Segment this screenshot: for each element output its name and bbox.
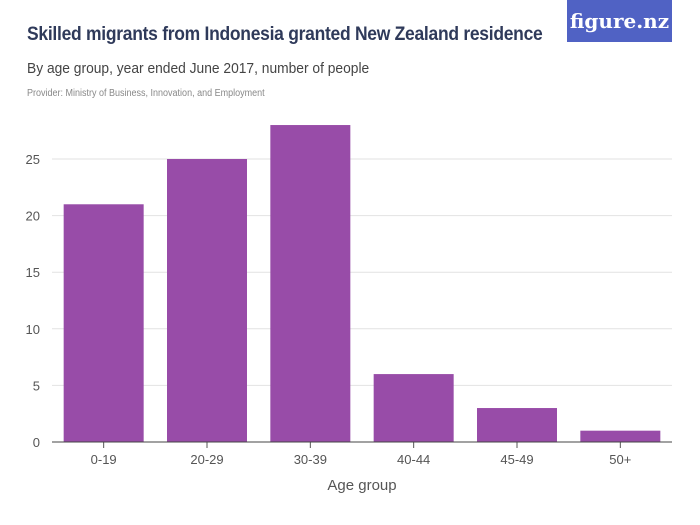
- x-axis-label: Age group: [327, 477, 396, 494]
- bar-30-39[interactable]: [270, 125, 351, 442]
- bar-40-44[interactable]: [373, 374, 454, 442]
- x-tick-label: 30-39: [294, 452, 327, 467]
- x-tick-label: 0-19: [91, 452, 117, 467]
- chart-subtitle: By age group, year ended June 2017, numb…: [27, 60, 370, 77]
- y-tick-label: 0: [33, 435, 40, 450]
- x-tick-label: 20-29: [190, 452, 223, 467]
- bar-20-29[interactable]: [167, 159, 247, 442]
- y-tick-label: 5: [33, 378, 40, 393]
- x-tick-label: 45-49: [500, 452, 533, 467]
- x-tick-label: 50+: [609, 452, 631, 467]
- y-tick-label: 20: [26, 209, 40, 224]
- y-tick-label: 15: [26, 265, 40, 280]
- chart-title: Skilled migrants from Indonesia granted …: [27, 24, 543, 45]
- provider-text: Provider: Ministry of Business, Innovati…: [27, 88, 265, 99]
- x-tick-label: 40-44: [397, 452, 430, 467]
- y-tick-label: 25: [26, 152, 40, 167]
- bar-0-19[interactable]: [63, 204, 144, 442]
- y-tick-label: 10: [26, 322, 40, 337]
- figure-nz-logo[interactable]: figure.nz: [567, 0, 672, 42]
- bar-50+[interactable]: [580, 430, 661, 442]
- bar-45-49[interactable]: [477, 408, 557, 442]
